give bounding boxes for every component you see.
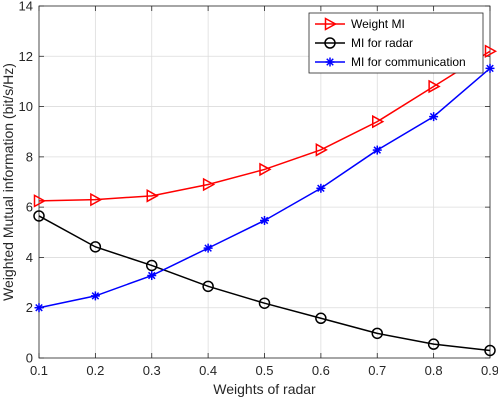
y-tick-label: 0: [26, 351, 33, 366]
data-point: [372, 145, 382, 155]
legend-label: Weight MI: [351, 17, 405, 31]
x-tick-label: 0.8: [425, 363, 443, 378]
data-point: [147, 271, 157, 281]
data-point: [260, 215, 269, 225]
data-point: [429, 112, 439, 122]
data-point: [427, 338, 440, 350]
data-point: [146, 189, 159, 203]
x-tick-label: 0.4: [199, 363, 217, 378]
legend-label: MI for radar: [351, 36, 413, 50]
data-point: [259, 162, 272, 177]
data-point: [485, 63, 495, 73]
series-mi-for-radar: [33, 210, 496, 357]
series-layer: [33, 44, 498, 357]
series-mi-for-communication: [34, 63, 495, 313]
y-tick-label: 8: [26, 149, 33, 164]
data-point: [258, 297, 271, 309]
legend-label: MI for communication: [351, 55, 466, 69]
y-tick-label: 14: [19, 0, 33, 14]
y-tick-label: 10: [19, 99, 33, 114]
x-tick-label: 0.5: [255, 363, 273, 378]
legend-marker: [324, 37, 336, 49]
series-line: [38, 215, 491, 352]
legend-marker: [324, 17, 338, 31]
series-line: [38, 50, 491, 202]
x-tick-label: 0.1: [30, 363, 48, 378]
data-point: [33, 210, 45, 222]
data-point: [315, 143, 328, 157]
legend: Weight MI MI for radar MI for communicatio…: [308, 12, 484, 74]
x-tick-label: 0.7: [368, 363, 386, 378]
data-point: [372, 114, 385, 129]
legend-item: MI for communication: [315, 55, 466, 69]
data-point: [203, 243, 213, 253]
data-point: [90, 192, 103, 207]
data-point: [90, 291, 100, 301]
y-axis: 0 2 4 6 8 10 12 14: [19, 0, 490, 366]
y-tick-label: 6: [26, 200, 33, 215]
data-point: [202, 177, 216, 192]
legend-item: MI for radar: [315, 36, 413, 50]
data-point: [146, 259, 158, 272]
y-axis-label: Weighted Mutual information (bit/s/Hz): [0, 63, 16, 301]
legend-item: Weight MI: [315, 17, 405, 31]
x-axis-label: Weights of radar: [213, 381, 316, 397]
x-tick-label: 0.3: [143, 363, 161, 378]
data-point: [428, 79, 441, 94]
x-tick-label: 0.9: [481, 363, 498, 378]
data-point: [315, 312, 327, 325]
y-tick-label: 2: [26, 300, 33, 315]
y-tick-label: 12: [19, 49, 33, 64]
data-point: [89, 241, 102, 253]
x-tick-label: 0.2: [86, 363, 104, 378]
legend-marker: [325, 57, 335, 67]
data-point: [371, 327, 383, 340]
y-tick-label: 4: [26, 250, 33, 265]
data-point: [484, 44, 498, 59]
x-tick-label: 0.6: [312, 363, 330, 378]
x-axis: 0.1 0.2 0.3 0.4 0.5 0.6 0.7 0.8 0.9: [30, 6, 498, 378]
data-point: [34, 303, 44, 313]
data-point: [33, 194, 47, 208]
data-point: [316, 183, 326, 193]
data-point: [202, 280, 214, 293]
series-weight-mi: [33, 44, 498, 208]
data-point: [484, 344, 496, 357]
